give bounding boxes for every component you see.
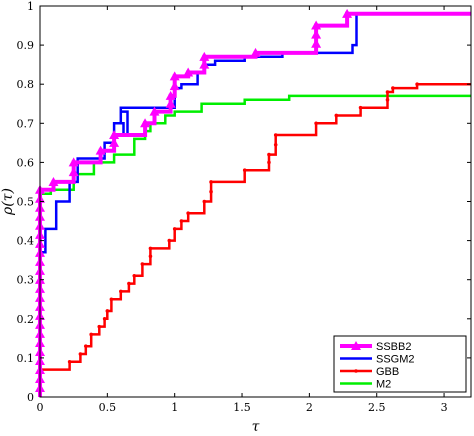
legend-label: GBB — [376, 366, 399, 378]
triangle-marker — [342, 8, 353, 18]
triangle-marker — [109, 137, 120, 147]
series-layer — [35, 8, 471, 397]
dot-marker — [358, 105, 363, 110]
y-tick-label: 0.1 — [17, 352, 35, 365]
dot-marker — [97, 324, 102, 329]
dot-marker — [119, 289, 123, 294]
legend-item-gbb: GBB — [340, 366, 399, 378]
legend-item-ssgm2: SSGM2 — [340, 354, 415, 366]
triangle-marker — [311, 38, 322, 48]
dot-marker — [127, 281, 131, 286]
triangle-marker — [95, 145, 106, 155]
x-tick-label: 2 — [306, 401, 313, 414]
dot-marker — [172, 227, 177, 231]
dot-marker — [415, 82, 419, 86]
y-tick-label: 0.7 — [17, 117, 35, 130]
triangle-marker — [165, 90, 176, 100]
x-axis-label: τ — [252, 419, 260, 435]
triangle-marker — [48, 176, 59, 186]
legend-label: SSBB2 — [376, 341, 411, 353]
dot-marker — [209, 180, 213, 184]
triangle-marker — [140, 118, 151, 128]
series-gbb — [38, 82, 471, 397]
dot-marker — [140, 262, 145, 266]
x-tick-label: 3 — [441, 401, 448, 414]
dot-marker — [167, 238, 172, 243]
dot-marker — [78, 352, 83, 356]
x-tick-label: 0 — [37, 401, 44, 414]
dot-marker — [385, 98, 390, 102]
legend-item-ssbb2: SSBB2 — [340, 341, 411, 353]
y-tick-label: 0.4 — [17, 235, 35, 248]
dot-marker — [179, 219, 184, 223]
triangle-marker — [183, 67, 194, 77]
y-tick-label: 0.2 — [17, 313, 35, 326]
y-tick-label: 0.9 — [17, 39, 35, 52]
legend-item-m2: M2 — [340, 379, 391, 391]
y-tick-label: 0.8 — [17, 78, 35, 91]
dot-marker — [83, 344, 88, 348]
dot-marker — [267, 160, 271, 165]
triangle-marker — [165, 98, 176, 108]
dot-marker — [67, 360, 72, 364]
legend-label: SSGM2 — [376, 354, 415, 366]
triangle-marker — [250, 47, 261, 57]
dot-marker — [242, 168, 247, 173]
y-tick-label: 0.6 — [17, 156, 35, 169]
triangle-marker — [68, 167, 79, 177]
triangle-marker — [199, 59, 210, 69]
dot-marker — [209, 189, 213, 194]
dot-marker — [334, 113, 339, 118]
y-tick-label: 0.3 — [17, 274, 35, 287]
dot-marker — [148, 254, 153, 259]
dot-marker — [148, 246, 153, 251]
x-tick-label: 1.5 — [233, 401, 251, 414]
triangle-marker — [199, 51, 210, 61]
triangle-marker — [311, 20, 322, 30]
y-tick-label: 0 — [27, 391, 34, 404]
dot-marker — [105, 309, 110, 313]
dot-marker — [102, 317, 107, 321]
x-tick-label: 2.5 — [368, 401, 386, 414]
dot-marker — [89, 332, 93, 337]
dot-marker — [132, 273, 137, 278]
x-tick-label: 1 — [171, 401, 178, 414]
triangle-marker — [109, 130, 120, 140]
y-axis-label: ρ(τ) — [0, 188, 16, 216]
triangle-marker — [149, 106, 160, 116]
triangle-marker — [351, 341, 361, 350]
dot-marker — [273, 143, 278, 147]
dot-marker — [354, 369, 358, 373]
dot-marker — [391, 86, 395, 90]
triangle-marker — [169, 71, 180, 81]
dot-marker — [385, 90, 390, 94]
triangle-marker — [169, 81, 180, 91]
ticks-layer: 0 0.5 1 1.5 2 2.5 3 0 0.1 0.2 0.3 0.4 0.5 0.6 0.7 0.8 0.… — [17, 0, 471, 414]
triangle-marker — [68, 157, 79, 167]
legend-label: M2 — [376, 379, 391, 391]
y-tick-label: 0.5 — [17, 196, 35, 209]
plot-frame — [39, 5, 472, 398]
dot-marker — [186, 211, 190, 216]
dot-marker — [202, 199, 207, 204]
triangle-marker — [311, 29, 322, 39]
dot-marker — [109, 297, 114, 302]
dot-marker — [273, 133, 278, 137]
dot-marker — [314, 121, 318, 126]
dot-marker — [267, 152, 271, 157]
y-tick-label: 1 — [27, 0, 34, 13]
x-tick-label: 0.5 — [99, 401, 117, 414]
